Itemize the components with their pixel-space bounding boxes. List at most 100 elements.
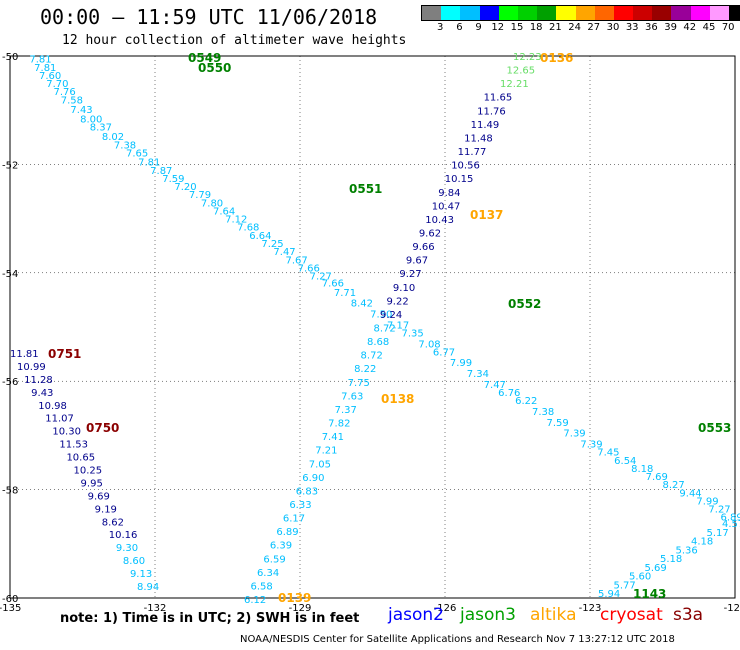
legend-label: 9 xyxy=(475,22,482,33)
legend-label: 36 xyxy=(645,22,658,33)
pass-label-0550: 0550 xyxy=(198,61,231,75)
swh-value: 7.43 xyxy=(70,105,92,116)
swh-value: 9.69 xyxy=(88,491,110,502)
legend-label: 6 xyxy=(456,22,463,33)
map-frame xyxy=(9,55,736,599)
legend-swatch xyxy=(671,6,691,20)
lon-tick-label: -135 xyxy=(0,603,21,614)
swh-value: 7.69 xyxy=(646,472,668,483)
legend-swatch xyxy=(537,6,557,20)
legend-swatch xyxy=(575,6,595,20)
credit-line: NOAA/NESDIS Center for Satellite Applica… xyxy=(240,634,675,645)
legend-swatch xyxy=(709,6,729,20)
swh-value: 7.12 xyxy=(225,215,247,226)
legend-label: 15 xyxy=(510,22,524,33)
swh-value: 6.17 xyxy=(283,514,305,525)
legend-swatch xyxy=(690,6,710,20)
swh-value: 7.99 xyxy=(696,496,718,507)
legend-swatch xyxy=(460,6,480,20)
lon-tick-label: -132 xyxy=(144,603,167,614)
legend-label: 30 xyxy=(606,22,620,33)
swh-value: 9.27 xyxy=(399,269,421,280)
swh-value: 7.67 xyxy=(286,255,308,266)
swh-value: 7.41 xyxy=(322,432,344,443)
footer-note: note: 1) Time is in UTC; 2) SWH is in fe… xyxy=(60,611,360,626)
pass-label-0751: 0751 xyxy=(48,347,81,361)
swh-value: 9.95 xyxy=(81,478,103,489)
legend-swatch xyxy=(556,6,576,20)
swh-value: 8.94 xyxy=(137,582,159,593)
swh-value: 9.44 xyxy=(679,488,701,499)
swh-value: 10.98 xyxy=(38,401,67,412)
pass-label-0136: 0136 xyxy=(540,51,573,65)
swh-value: 6.33 xyxy=(289,500,311,511)
swh-value: 10.30 xyxy=(52,427,81,438)
swh-value: 9.62 xyxy=(419,228,441,239)
lat-tick-label: -58 xyxy=(2,486,18,497)
lon-tick-label: -126 xyxy=(434,603,457,614)
swh-value: 7.08 xyxy=(418,339,440,350)
swh-value: 6.89 xyxy=(276,527,298,538)
legend-altika: altika xyxy=(530,605,577,625)
swh-value: 7.50 xyxy=(370,309,392,320)
pass-label-0553: 0553 xyxy=(698,421,731,435)
legend-label: 42 xyxy=(683,22,697,33)
swh-value: 8.37 xyxy=(90,122,112,133)
legend-swatch xyxy=(479,6,499,20)
legend-swatch xyxy=(652,6,672,20)
swh-value: 10.43 xyxy=(425,215,454,226)
swh-value: 7.75 xyxy=(348,378,370,389)
swh-value: 6.90 xyxy=(302,473,324,484)
swh-value: 10.56 xyxy=(451,161,480,172)
swh-value: 12.21 xyxy=(500,79,529,90)
swh-value: 7.71 xyxy=(334,288,356,299)
lat-tick-label: -56 xyxy=(2,377,18,388)
swh-value: 7.21 xyxy=(315,446,337,457)
swh-value: 7.27 xyxy=(708,505,730,516)
lat-tick-label: -60 xyxy=(2,594,18,605)
swh-value: 8.62 xyxy=(102,517,124,528)
swh-value: 7.81 xyxy=(138,158,160,169)
legend-swatch xyxy=(729,6,740,20)
swh-value: 7.37 xyxy=(335,405,357,416)
swh-value: 11.77 xyxy=(458,147,487,158)
swh-value: 6.83 xyxy=(296,486,318,497)
swh-value: 7.39 xyxy=(563,429,585,440)
lat-tick-label: -50 xyxy=(2,52,18,63)
swh-value: 7.58 xyxy=(61,95,83,106)
lon-tick-label: -129 xyxy=(289,603,312,614)
swh-value: 8.02 xyxy=(102,132,124,143)
legend-label: 33 xyxy=(625,22,639,33)
swh-value: 7.27 xyxy=(310,272,332,283)
lon-tick-label: -120 xyxy=(724,603,740,614)
swh-value: 9.66 xyxy=(412,242,434,253)
pass-label-0137: 0137 xyxy=(470,208,503,222)
swh-value: 11.81 xyxy=(10,349,39,360)
swh-value: 6.76 xyxy=(498,388,520,399)
swh-value: 7.99 xyxy=(450,358,472,369)
legend-jason2: jason2 xyxy=(388,605,444,625)
swh-value: 7.80 xyxy=(201,198,223,209)
swh-value: 9.13 xyxy=(130,569,152,580)
swh-value: 9.19 xyxy=(95,504,117,515)
pass-label-0549: 0549 xyxy=(188,51,221,65)
swh-value: 10.15 xyxy=(445,174,474,185)
swh-value: 7.79 xyxy=(189,190,211,201)
color-legend xyxy=(421,5,740,21)
swh-value: 5.94 xyxy=(598,589,620,600)
swh-value: 5.69 xyxy=(645,563,667,574)
swh-value: 8.42 xyxy=(351,299,373,310)
swh-value: 6.58 xyxy=(250,581,272,592)
swh-value: 6.54 xyxy=(614,456,636,467)
swh-value: 7.59 xyxy=(547,418,569,429)
swh-value: 7.64 xyxy=(213,206,235,217)
swh-value: 7.20 xyxy=(174,182,196,193)
legend-swatch xyxy=(422,6,442,20)
swh-value: 11.53 xyxy=(59,440,88,451)
swh-value: 6.34 xyxy=(257,568,279,579)
swh-value: 9.22 xyxy=(386,296,408,307)
swh-value: 4.57 xyxy=(722,519,740,530)
swh-value: 11.07 xyxy=(45,414,74,425)
swh-value: 6.64 xyxy=(249,231,271,242)
